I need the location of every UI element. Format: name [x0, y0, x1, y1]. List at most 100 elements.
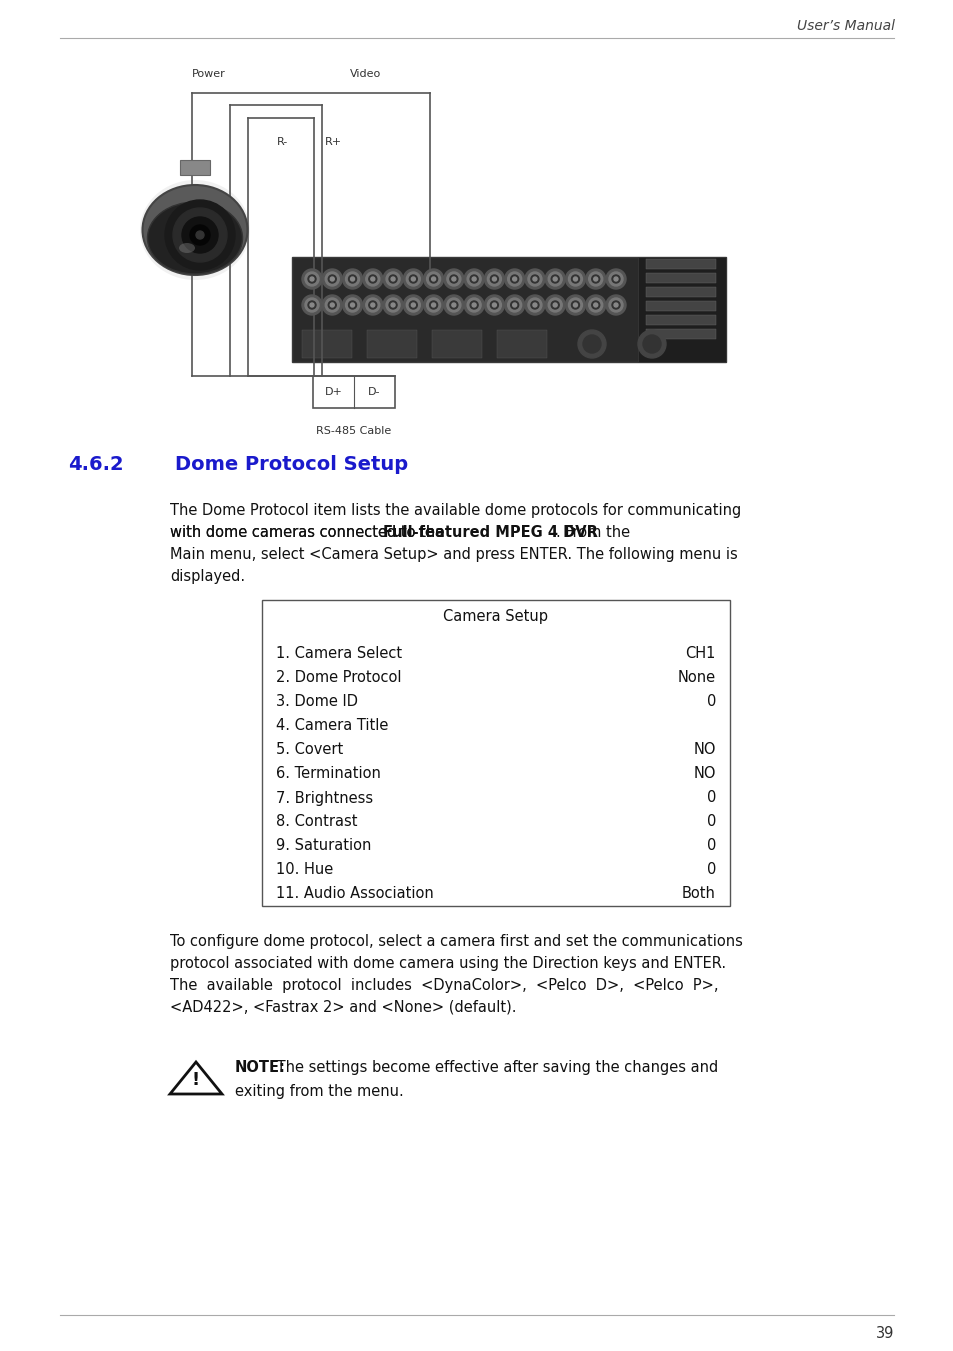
Circle shape	[348, 301, 356, 309]
Circle shape	[582, 335, 600, 353]
Text: 4. Camera Title: 4. Camera Title	[275, 719, 388, 734]
Text: 5. Covert: 5. Covert	[275, 743, 343, 758]
FancyBboxPatch shape	[645, 315, 716, 326]
Circle shape	[371, 277, 375, 281]
Circle shape	[593, 303, 598, 307]
Circle shape	[365, 299, 379, 312]
Circle shape	[310, 303, 314, 307]
Circle shape	[512, 303, 517, 307]
Circle shape	[638, 330, 665, 358]
Circle shape	[490, 301, 497, 309]
Circle shape	[612, 276, 619, 282]
Circle shape	[403, 269, 423, 289]
Text: exiting from the menu.: exiting from the menu.	[234, 1084, 403, 1098]
Circle shape	[308, 301, 315, 309]
Circle shape	[565, 269, 585, 289]
Circle shape	[464, 269, 483, 289]
FancyBboxPatch shape	[432, 330, 481, 358]
Circle shape	[593, 277, 598, 281]
Circle shape	[608, 272, 622, 286]
Circle shape	[591, 276, 599, 282]
Circle shape	[452, 277, 456, 281]
Text: . From the: . From the	[555, 526, 629, 540]
Circle shape	[431, 303, 436, 307]
Text: NO: NO	[693, 766, 716, 781]
Text: Video: Video	[350, 69, 381, 78]
Circle shape	[452, 303, 456, 307]
Ellipse shape	[142, 185, 247, 276]
Ellipse shape	[148, 203, 242, 274]
Text: User’s Manual: User’s Manual	[796, 19, 894, 32]
FancyBboxPatch shape	[645, 330, 716, 339]
FancyBboxPatch shape	[645, 259, 716, 269]
Circle shape	[588, 272, 602, 286]
Circle shape	[350, 303, 355, 307]
FancyBboxPatch shape	[497, 330, 546, 358]
Circle shape	[383, 269, 403, 289]
Circle shape	[365, 272, 379, 286]
Circle shape	[531, 301, 538, 309]
Circle shape	[551, 301, 558, 309]
Circle shape	[446, 299, 460, 312]
FancyBboxPatch shape	[645, 286, 716, 297]
Circle shape	[573, 277, 577, 281]
Text: The Dome Protocol item lists the available dome protocols for communicating: The Dome Protocol item lists the availab…	[170, 503, 740, 517]
Circle shape	[490, 276, 497, 282]
Circle shape	[450, 301, 457, 309]
Circle shape	[195, 231, 204, 239]
Text: 1. Camera Select: 1. Camera Select	[275, 647, 402, 662]
Circle shape	[585, 295, 605, 315]
Text: Both: Both	[681, 886, 716, 901]
Circle shape	[322, 269, 342, 289]
Text: NOTE:: NOTE:	[234, 1061, 286, 1075]
Circle shape	[568, 299, 582, 312]
Circle shape	[305, 299, 318, 312]
FancyBboxPatch shape	[638, 257, 725, 362]
Text: 0: 0	[706, 790, 716, 805]
Circle shape	[605, 295, 625, 315]
Circle shape	[406, 299, 420, 312]
Circle shape	[472, 277, 476, 281]
Circle shape	[391, 303, 395, 307]
Circle shape	[386, 272, 399, 286]
Text: with dome cameras connected to the: with dome cameras connected to the	[170, 526, 449, 540]
Circle shape	[431, 277, 436, 281]
Circle shape	[467, 272, 480, 286]
Circle shape	[568, 272, 582, 286]
Circle shape	[411, 303, 415, 307]
Circle shape	[305, 272, 318, 286]
Circle shape	[544, 295, 564, 315]
FancyBboxPatch shape	[645, 301, 716, 311]
Circle shape	[533, 277, 537, 281]
Circle shape	[322, 295, 342, 315]
Ellipse shape	[179, 243, 194, 253]
Circle shape	[571, 276, 578, 282]
Text: 7. Brightness: 7. Brightness	[275, 790, 373, 805]
Circle shape	[614, 303, 618, 307]
Circle shape	[325, 272, 339, 286]
Circle shape	[165, 200, 234, 270]
Circle shape	[310, 277, 314, 281]
Circle shape	[527, 272, 541, 286]
Text: 0: 0	[706, 839, 716, 854]
Circle shape	[524, 269, 544, 289]
Circle shape	[409, 276, 416, 282]
Text: None: None	[678, 670, 716, 685]
Text: Full-featured MPEG 4 DVR: Full-featured MPEG 4 DVR	[382, 526, 597, 540]
Text: displayed.: displayed.	[170, 569, 245, 584]
FancyBboxPatch shape	[292, 257, 725, 362]
Text: 0: 0	[706, 694, 716, 709]
Circle shape	[443, 269, 463, 289]
Circle shape	[429, 301, 437, 309]
Circle shape	[492, 277, 496, 281]
Text: 11. Audio Association: 11. Audio Association	[275, 886, 434, 901]
Circle shape	[308, 276, 315, 282]
Circle shape	[389, 276, 396, 282]
Text: 10. Hue: 10. Hue	[275, 862, 333, 878]
Circle shape	[325, 299, 339, 312]
Circle shape	[369, 301, 376, 309]
Text: 8. Contrast: 8. Contrast	[275, 815, 357, 830]
Text: Dome Protocol Setup: Dome Protocol Setup	[174, 455, 408, 474]
Circle shape	[330, 277, 334, 281]
Text: CH1: CH1	[685, 647, 716, 662]
